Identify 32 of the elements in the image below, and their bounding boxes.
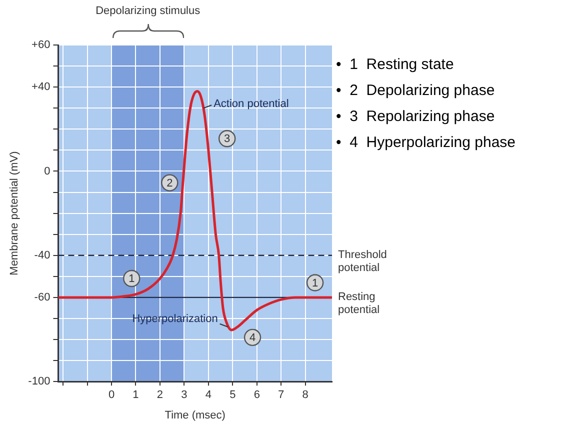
x-axis-title: Time (msec) [164,409,226,422]
annotation: 1 [128,273,135,286]
x-tick-label: 8 [302,389,308,402]
band-label: Depolarizing stimulus [94,5,202,17]
x-tick-label: 1 [132,389,139,402]
ref-line-label: Resting potential [338,290,380,316]
line-series [58,90,332,332]
y-tick-label: -60 [34,291,50,304]
y-tick-label: -100 [28,376,50,388]
text: • 2 Depolarizing phase [336,81,496,101]
x-tick-label: 7 [278,389,284,402]
text: • 1 Resting state [336,55,455,75]
x-tick-label: 0 [108,389,115,402]
annotation: 3 [224,133,230,146]
annotation: Hyperpolarization [132,312,218,325]
annotation: 1 [312,277,318,290]
y-tick-label: -40 [34,249,50,262]
y-axis-title: Membrane potential (mV) [8,151,21,276]
text: • 4 Hyperpolarizing phase [336,133,516,153]
x-tick-label: 2 [156,389,164,402]
x-tick-label: 4 [205,389,212,402]
y-tick-label: 0 [44,165,50,178]
y-tick-label: +60 [32,39,50,52]
x-tick-label: 6 [254,389,260,402]
annotation: 2 [166,177,173,190]
text: • 3 Repolarizing phase [336,107,496,127]
y-tick-label: +40 [32,81,50,94]
x-tick-label: 5 [230,389,236,402]
annotation: 4 [249,332,256,344]
ref-line-label: Threshold potential [338,248,387,274]
x-tick-label: 3 [181,389,188,402]
annotation: Action potential [214,98,289,110]
